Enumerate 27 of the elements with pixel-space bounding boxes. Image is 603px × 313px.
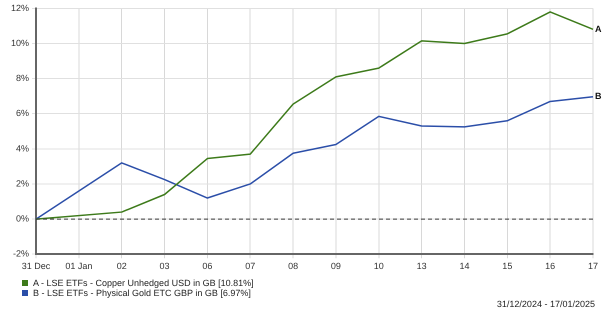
x-tick-label: 01 Jan — [65, 261, 92, 272]
x-tick-label: 03 — [160, 261, 170, 272]
x-tick-label: 06 — [202, 261, 212, 272]
text: 31/12/2024 - 17/01/2025 — [496, 299, 595, 309]
x-tick-label: 07 — [245, 261, 256, 272]
y-tick-label: 6% — [16, 108, 30, 118]
annotation: A — [595, 24, 602, 34]
x-tick-label: 15 — [502, 261, 512, 272]
x-tick-label: 16 — [545, 261, 556, 272]
legend-label: A - LSE ETFs - Copper Unhedged USD in GB [10.81%] — [33, 278, 254, 288]
x-tick-label: 09 — [330, 261, 341, 272]
y-tick-label: 12% — [11, 2, 30, 13]
x-tick-label: 02 — [116, 261, 127, 272]
y-tick-label: 0% — [16, 214, 30, 224]
x-tick-label: 10 — [374, 261, 384, 272]
y-tick-label: -2% — [13, 248, 30, 259]
x-tick-label: 31 Dec — [22, 261, 51, 272]
annotation: B — [595, 91, 602, 102]
y-tick-label: 2% — [16, 178, 30, 188]
y-tick-label: 10% — [11, 38, 30, 48]
x-tick-label: 14 — [459, 261, 470, 272]
x-tick-label: 08 — [288, 261, 298, 272]
x-tick-label: 17 — [588, 261, 598, 272]
y-tick-label: 8% — [16, 73, 30, 84]
x-tick-label: 13 — [416, 261, 427, 272]
legend-label: B - LSE ETFs - Physical Gold ETC GBP in GB [6.97%] — [33, 288, 251, 298]
y-tick-label: 4% — [16, 143, 30, 154]
